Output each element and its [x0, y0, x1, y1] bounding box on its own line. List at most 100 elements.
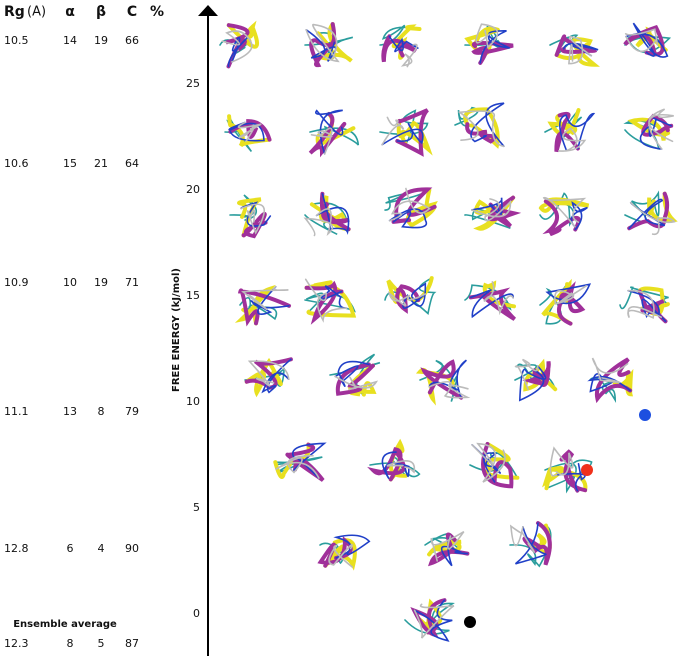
cell: 4	[98, 542, 105, 555]
structure-segment	[549, 446, 574, 477]
cell: 66	[125, 34, 139, 47]
structure-segment	[388, 187, 431, 222]
marker-blue	[639, 409, 651, 421]
structure-segment	[554, 34, 598, 57]
structure-segment	[514, 522, 547, 565]
cell: 71	[125, 276, 139, 289]
structure-segment	[244, 357, 293, 390]
cell: 10.9	[4, 276, 29, 289]
cell: 79	[125, 405, 139, 418]
cell: 11.1	[4, 405, 29, 418]
structure-segment	[624, 28, 659, 53]
structure-segment	[237, 121, 262, 142]
structure-segment	[309, 22, 337, 68]
tick-label: 0	[193, 607, 200, 620]
tick-label: 25	[186, 77, 200, 90]
structure-segment	[241, 211, 268, 239]
axis-label: FREE ENERGY (kJ/mol)	[171, 268, 182, 392]
structure-segment	[388, 35, 419, 53]
structure-segment	[315, 109, 344, 155]
structure-segment	[391, 24, 422, 60]
structure-segment	[305, 29, 337, 62]
structure-segment	[430, 531, 465, 562]
tick-label: 5	[193, 501, 200, 514]
cell: 21	[94, 157, 108, 170]
structure-segment	[542, 199, 581, 237]
marker-red	[581, 464, 593, 476]
structure-segment	[627, 289, 662, 319]
header-rg: Rg	[4, 4, 25, 20]
structure-segment	[391, 187, 437, 224]
structure-segment	[627, 191, 670, 231]
structure-segment	[468, 287, 517, 321]
cell: 14	[63, 34, 77, 47]
structure-segment	[237, 288, 291, 327]
structures	[219, 20, 678, 642]
structure-segment	[522, 521, 552, 566]
cell: 19	[94, 34, 108, 47]
structure-segment	[648, 108, 674, 150]
structure-segment	[420, 359, 464, 400]
structure-segment	[514, 358, 539, 391]
header-unit: (A)	[27, 5, 46, 20]
tick-label: 15	[186, 289, 200, 302]
structure-segment	[395, 108, 430, 157]
structure-segment	[328, 544, 353, 568]
structure-segment	[483, 281, 514, 316]
structure-segment	[241, 285, 289, 311]
cell: 5	[98, 637, 105, 650]
structure-segment	[470, 288, 514, 319]
structure-segment	[386, 460, 416, 474]
marker-black	[464, 616, 476, 628]
structure-segment	[545, 283, 592, 305]
cell: 8	[67, 637, 74, 650]
structure-segment	[367, 447, 406, 482]
structure-segment	[481, 442, 514, 489]
structure-segment	[227, 36, 248, 68]
structure-segment	[310, 127, 333, 155]
structure-segment	[591, 357, 629, 384]
structure-segment	[381, 122, 424, 146]
structure-segment	[522, 361, 551, 387]
structure-segment	[261, 358, 292, 394]
header-col: C	[127, 4, 137, 20]
structure-segment	[541, 278, 573, 326]
structure-segment	[568, 36, 593, 65]
structure-segment	[542, 196, 587, 228]
structure-segment	[304, 202, 348, 236]
structure-segment	[639, 117, 672, 150]
axis-arrow	[198, 5, 218, 16]
structure-segment	[303, 208, 334, 237]
structure-segment	[428, 380, 471, 399]
cell: 12.3	[4, 637, 29, 650]
structure-segment	[228, 121, 265, 142]
structure-segment	[381, 116, 405, 146]
structure-segment	[463, 107, 500, 149]
structure-segment	[402, 282, 427, 309]
cell: 10	[63, 276, 77, 289]
structure-segment	[625, 22, 669, 58]
structure-segment	[454, 106, 479, 127]
cell: 10.6	[4, 157, 29, 170]
structure-segment	[475, 23, 499, 49]
structure-segment	[471, 442, 506, 483]
cell: 87	[125, 637, 139, 650]
structure-segment	[334, 375, 379, 391]
cell: 8	[98, 405, 105, 418]
structure-segment	[427, 538, 462, 557]
cell: 6	[67, 542, 74, 555]
header-col: β	[96, 4, 106, 20]
cell: 64	[125, 157, 139, 170]
structure-segment	[240, 203, 265, 235]
structure-segment	[221, 30, 253, 63]
structure-segment	[554, 285, 588, 305]
structure-segment	[387, 290, 427, 307]
structure-segment	[555, 463, 586, 492]
structure-segment	[400, 43, 418, 68]
structure-segment	[471, 41, 514, 65]
tick-label: 10	[186, 395, 200, 408]
structure-segment	[428, 359, 467, 399]
structure-segment	[227, 114, 272, 148]
structure-segment	[470, 102, 505, 148]
header-col: %	[150, 4, 164, 20]
